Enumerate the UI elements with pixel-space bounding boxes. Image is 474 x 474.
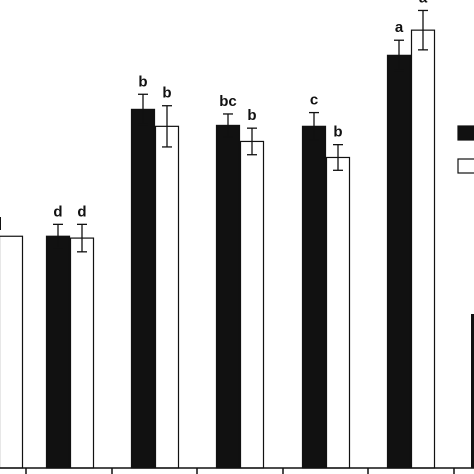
significance-label-series1-group5: c [310, 92, 318, 109]
bar-series2-group6 [410, 29, 436, 469]
bar-series2-group5 [325, 156, 351, 469]
bar-series2-group1 [0, 235, 24, 469]
significance-label-series2-group3: b [162, 85, 171, 102]
significance-label-series2-group2: d [77, 203, 86, 220]
bar-series1-group2 [45, 235, 71, 469]
bar-series2-group3 [154, 125, 180, 469]
bar-series2-group2 [69, 237, 95, 469]
significance-label-series1-group4: bc [219, 93, 237, 110]
bar-series2-group4 [239, 140, 265, 469]
significance-label-series1-group3: b [138, 73, 147, 90]
significance-label-series1-group6: a [395, 19, 404, 36]
cropped-right-panel-edge [471, 314, 474, 468]
bar-series1-group3 [130, 108, 156, 469]
bar-series1-group4 [215, 124, 241, 469]
bar-series1-group6 [386, 54, 412, 469]
legend-swatch-series2 [457, 158, 474, 174]
significance-label-series2-group5: b [333, 124, 342, 141]
significance-label-series1-group2: d [53, 203, 62, 220]
significance-label-series2-group4: b [247, 107, 256, 124]
bar-series1-group5 [301, 125, 327, 469]
significance-label-series2-group6: a [419, 0, 428, 6]
legend-swatch-series1 [457, 125, 474, 141]
